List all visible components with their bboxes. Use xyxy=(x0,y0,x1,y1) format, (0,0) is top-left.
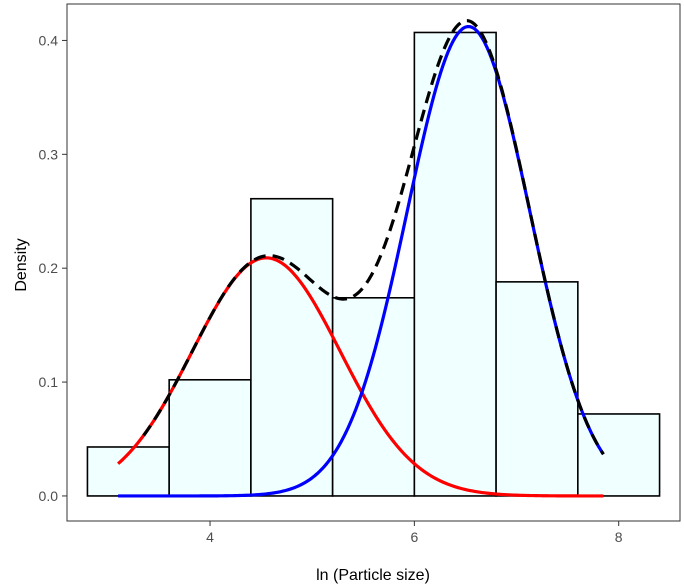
y-tick-label: 0.4 xyxy=(39,32,59,48)
histogram-bar xyxy=(577,413,661,497)
density-curves xyxy=(117,19,605,498)
red-component-curve xyxy=(117,256,604,498)
histogram-bars xyxy=(86,31,661,497)
blue-component-curve xyxy=(118,24,605,498)
y-tick-label: 0.3 xyxy=(39,146,59,162)
y-axis: 0.0 0.1 0.2 0.3 0.4 xyxy=(39,32,67,504)
y-tick-label: 0.2 xyxy=(39,260,59,276)
x-axis-title: ln (Particle size) xyxy=(316,567,430,584)
x-tick-label: 4 xyxy=(206,529,214,545)
y-tick-label: 0.1 xyxy=(39,374,59,390)
x-tick-label: 6 xyxy=(410,529,418,545)
histogram-bar xyxy=(250,197,334,497)
histogram-bar xyxy=(168,378,252,497)
mixture-density-curve xyxy=(142,19,605,456)
histogram-bar xyxy=(495,281,579,497)
x-tick-label: 8 xyxy=(615,529,623,545)
y-tick-label: 0.0 xyxy=(39,488,59,504)
x-axis: 4 6 8 xyxy=(206,521,623,545)
y-axis-title: Density xyxy=(13,238,30,291)
histogram-bar xyxy=(413,31,497,497)
histogram-bar xyxy=(331,297,416,497)
